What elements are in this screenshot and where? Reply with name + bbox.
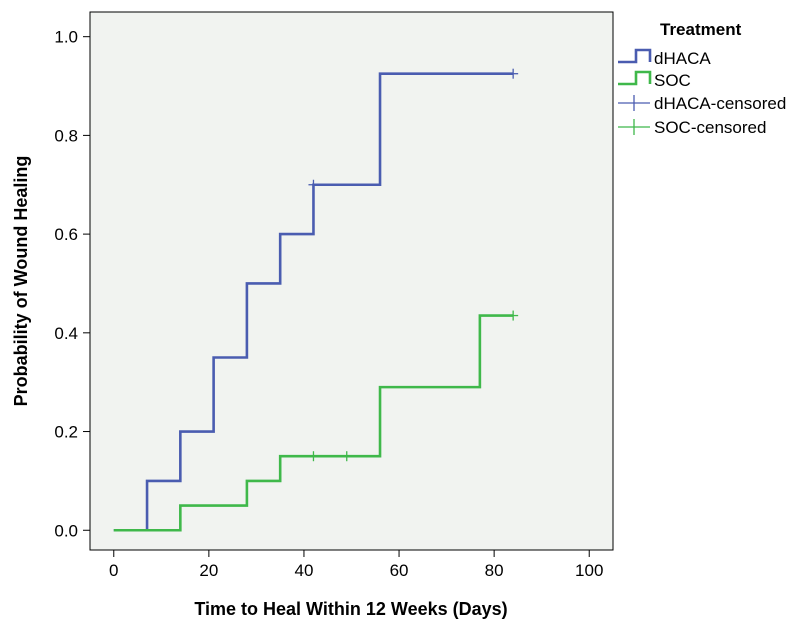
legend-item-soc: SOC bbox=[618, 70, 691, 90]
x-tick-label: 100 bbox=[575, 561, 603, 580]
plot-area bbox=[89, 11, 614, 551]
censor-mark bbox=[508, 310, 519, 321]
legend-label: dHACA-censored bbox=[654, 94, 786, 113]
legend-item-dhaca: dHACA bbox=[618, 48, 711, 68]
legend-title: Treatment bbox=[660, 20, 742, 39]
series-layer bbox=[113, 72, 514, 532]
x-tick-label: 0 bbox=[109, 561, 118, 580]
legend-label: dHACA bbox=[654, 49, 711, 68]
censor-mark bbox=[308, 451, 319, 462]
x-tick-label: 20 bbox=[199, 561, 218, 580]
y-axis-title: Probability of Wound Healing bbox=[11, 156, 31, 407]
y-axis: 0.0 0.2 0.4 0.6 0.8 1.0 bbox=[54, 28, 90, 540]
series-line-dhaca bbox=[113, 72, 514, 532]
y-tick-label: 0.2 bbox=[54, 423, 78, 442]
legend-item-dhaca-censored: dHACA-censored bbox=[618, 94, 786, 113]
series-line-soc bbox=[113, 314, 514, 532]
x-tick-label: 40 bbox=[294, 561, 313, 580]
censor-mark bbox=[308, 179, 319, 190]
censor-mark bbox=[341, 451, 352, 462]
x-tick-label: 80 bbox=[485, 561, 504, 580]
y-tick-label: 0.0 bbox=[54, 521, 78, 540]
legend-label: SOC bbox=[654, 71, 691, 90]
legend-swatch bbox=[618, 70, 652, 86]
x-axis: 0 20 40 60 80 100 bbox=[109, 550, 603, 580]
legend-label: SOC-censored bbox=[654, 118, 766, 137]
y-tick-label: 1.0 bbox=[54, 28, 78, 47]
x-axis-title: Time to Heal Within 12 Weeks (Days) bbox=[194, 599, 507, 619]
legend-swatch bbox=[618, 48, 652, 64]
legend: Treatment dHACA SOC dHACA-censored SOC-cens… bbox=[618, 20, 786, 137]
y-tick-label: 0.6 bbox=[54, 225, 78, 244]
censor-layer bbox=[308, 68, 519, 462]
legend-item-soc-censored: SOC-censored bbox=[618, 118, 766, 137]
y-tick-label: 0.4 bbox=[54, 324, 78, 343]
x-tick-label: 60 bbox=[390, 561, 409, 580]
censor-mark bbox=[508, 68, 519, 79]
y-tick-label: 0.8 bbox=[54, 126, 78, 145]
